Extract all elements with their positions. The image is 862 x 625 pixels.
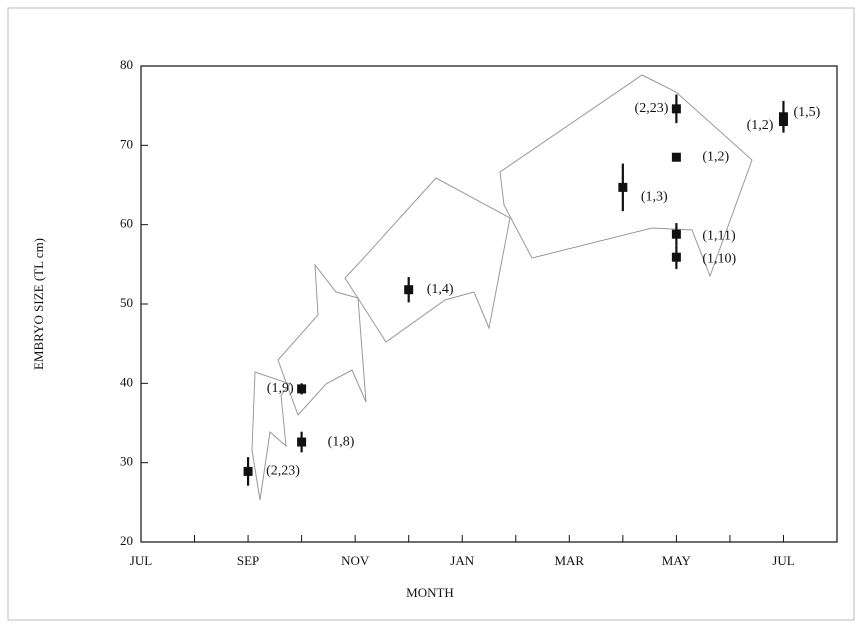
y-tick-label: 30 [120,454,133,469]
point-label: (1,3) [641,190,668,205]
y-tick-label: 70 [120,136,133,151]
x-tick-label: SEP [237,553,259,568]
trend-arrows [251,74,753,501]
point-label: (2,23) [266,464,300,479]
frame [7,7,855,621]
data-point [671,104,681,114]
arrow [277,263,367,416]
point-label: (1,5) [793,105,820,120]
y-tick-label: 20 [120,533,133,548]
point-label: (1,10) [702,251,736,266]
y-tick-label: 50 [120,295,133,310]
y-tick-label: 60 [120,216,133,231]
data-point [671,252,681,262]
x-axis-label: MONTH [406,585,454,600]
data-point [671,229,681,239]
point-label: (1,9) [267,381,294,396]
data-point [778,117,788,127]
data-point [243,466,253,476]
arrow [344,177,511,343]
x-tick-label: NOV [341,553,370,568]
data-point [404,285,414,295]
y-tick-label: 80 [120,57,133,72]
arrow [251,371,291,501]
point-label: (1,2) [747,118,774,133]
x-tick-label: JUL [772,553,794,568]
point-label: (1,4) [427,282,454,297]
y-axis-label: EMBRYO SIZE (TL cm) [31,238,46,370]
point-label: (1,8) [328,434,355,449]
x-tick-label: MAY [662,553,692,568]
arrow [499,74,753,278]
point-label: (2,23) [635,101,669,116]
y-tick-label: 40 [120,374,133,389]
point-label: (1,11) [702,228,736,243]
data-point [297,384,307,394]
x-tick-label: MAR [554,553,584,568]
data-point [618,182,628,192]
data-point [671,152,681,162]
data-point [297,437,307,447]
x-tick-label: JUL [130,553,152,568]
point-label: (1,2) [702,149,729,164]
x-tick-label: JAN [450,553,474,568]
